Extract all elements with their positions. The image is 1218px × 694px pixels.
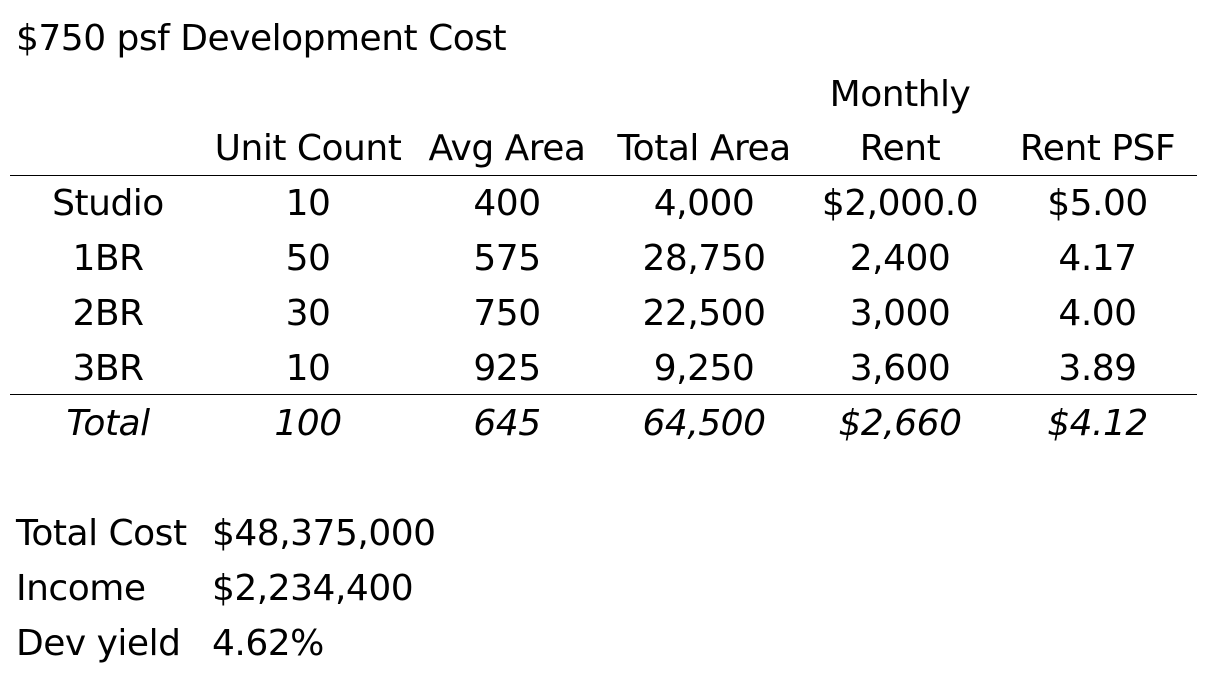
row-avg-area: 750 (473, 293, 541, 334)
header-avg-area: Avg Area (428, 128, 586, 169)
row-monthly-rent: 2,400 (849, 238, 951, 279)
total-monthly-rent: $2,660 (838, 403, 962, 444)
header-monthly-rent-line1: Monthly (829, 74, 971, 115)
row-type: 2BR (72, 293, 144, 334)
row-avg-area: 400 (473, 183, 541, 224)
header-total-area: Total Area (617, 128, 791, 169)
row-monthly-rent: 3,600 (849, 348, 951, 389)
summary-label-dev-yield: Dev yield (16, 623, 181, 664)
summary-label-income: Income (16, 568, 146, 609)
summary-value-income: $2,234,400 (212, 568, 414, 609)
row-rent-psf: 4.17 (1058, 238, 1137, 279)
row-avg-area: 925 (473, 348, 541, 389)
row-monthly-rent: $2,000.0 (821, 183, 979, 224)
row-total-area: 28,750 (642, 238, 766, 279)
row-total-area: 4,000 (653, 183, 755, 224)
header-monthly-rent-line2: Rent (859, 128, 941, 169)
total-total-area: 64,500 (642, 403, 766, 444)
row-type: 1BR (72, 238, 144, 279)
header-divider (10, 175, 1197, 176)
row-total-area: 22,500 (642, 293, 766, 334)
row-unit-count: 10 (285, 183, 331, 224)
row-monthly-rent: 3,000 (849, 293, 951, 334)
header-rent-psf: Rent PSF (1019, 128, 1176, 169)
total-divider (10, 394, 1197, 395)
row-type: 3BR (72, 348, 144, 389)
summary-value-total-cost: $48,375,000 (212, 513, 436, 554)
row-rent-psf: 4.00 (1058, 293, 1137, 334)
header-unit-count: Unit Count (214, 128, 402, 169)
page-title: $750 psf Development Cost (16, 18, 507, 59)
row-rent-psf: 3.89 (1058, 348, 1137, 389)
row-unit-count: 10 (285, 348, 331, 389)
row-rent-psf: $5.00 (1047, 183, 1148, 224)
total-avg-area: 645 (473, 403, 541, 444)
row-type: Studio (52, 183, 164, 224)
total-unit-count: 100 (274, 403, 342, 444)
summary-value-dev-yield: 4.62% (212, 623, 324, 664)
summary-label-total-cost: Total Cost (16, 513, 187, 554)
row-unit-count: 50 (285, 238, 331, 279)
row-avg-area: 575 (473, 238, 541, 279)
row-total-area: 9,250 (653, 348, 755, 389)
total-label: Total (66, 403, 150, 444)
row-unit-count: 30 (285, 293, 331, 334)
total-rent-psf: $4.12 (1047, 403, 1148, 444)
